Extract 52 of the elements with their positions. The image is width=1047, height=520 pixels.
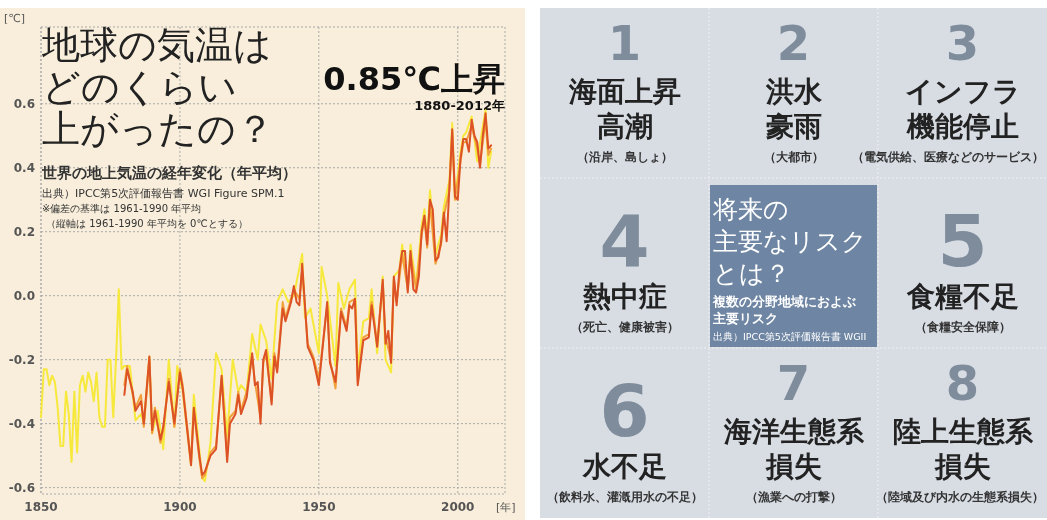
text: （大都市） [763, 150, 824, 164]
text: 1 [607, 15, 642, 71]
x-tick-label: 1950 [302, 500, 336, 514]
text: 7 [776, 355, 811, 411]
text: 食糧不足 [905, 280, 1019, 313]
text: 4 [599, 199, 650, 283]
text: （死亡、健康被害） [570, 320, 679, 334]
text: （漁業への打撃） [745, 490, 842, 504]
text: 熱中症 [581, 280, 667, 313]
text: 機能停止 [905, 110, 1019, 143]
annotation: ※偏差の基準は 1961-1990 年平均 [42, 203, 202, 214]
text: 高潮 [596, 110, 653, 143]
text: 海洋生態系 [722, 415, 865, 448]
text: 5 [937, 199, 988, 283]
text: 豪雨 [765, 110, 822, 143]
y-tick-label: 0.4 [13, 160, 35, 175]
text: 地球の気温はどのくらい上がったの？ [41, 23, 274, 151]
text: 3 [945, 15, 980, 71]
source-note: 出典）IPCC第5次評価報告書 WGII [713, 331, 867, 342]
text: 水不足 [581, 450, 667, 483]
text: 8 [945, 355, 980, 411]
text: （電気供給、医療などのサービス） [852, 150, 1044, 164]
y-axis-title: [℃] [4, 12, 25, 25]
text: 世界の地上気温の経年変化（年平均） [41, 164, 297, 182]
text: 複数の分野地域におよぶ主要リスク [712, 294, 856, 326]
text: 将来の主要なリスクとは？ [712, 195, 867, 288]
annotation: 出典）IPCC第5次評価報告書 WGI Figure SPM.1 [42, 187, 285, 200]
annotation: 1880-2012年 [414, 98, 505, 113]
x-tick-label: 1850 [24, 500, 58, 514]
text: （陸域及び内水の生態系損失） [876, 490, 1044, 504]
x-tick-label: 1900 [163, 500, 197, 514]
annotation: 0.85℃上昇 [323, 60, 505, 98]
y-tick-label: 0.0 [13, 288, 35, 303]
y-tick-label: 0.2 [13, 224, 35, 239]
y-tick-label: -0.6 [8, 480, 35, 495]
text: （飲料水、灌漑用水の不足） [546, 490, 703, 504]
y-tick-label: 0.6 [13, 96, 35, 111]
text: （食糧安全保障） [914, 320, 1011, 334]
text: 損失 [933, 450, 991, 483]
text: 2 [776, 15, 811, 71]
text: 陸上生態系 [892, 415, 1034, 448]
text: 海面上昇 [567, 75, 681, 108]
text: 6 [599, 369, 650, 453]
y-tick-label: -0.2 [8, 352, 35, 367]
text: 洪水 [764, 75, 823, 108]
text: インフラ [904, 75, 1021, 108]
x-axis-title: [年] [496, 501, 516, 514]
annotation: （縦軸は 1961-1990 年平均を 0℃とする） [46, 218, 248, 229]
text: 損失 [764, 450, 822, 483]
x-tick-label: 2000 [441, 500, 475, 514]
y-tick-label: -0.4 [8, 416, 35, 431]
text: （沿岸、島しょ） [576, 150, 673, 164]
